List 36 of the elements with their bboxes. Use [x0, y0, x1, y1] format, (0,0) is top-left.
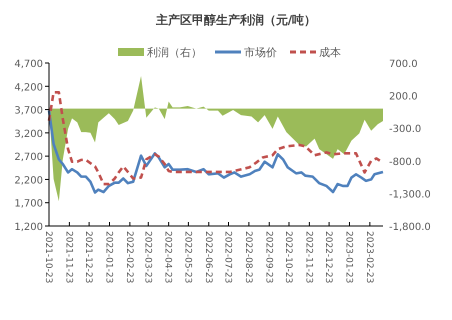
x-tick-label: 2022-10-23: [282, 231, 293, 284]
x-tick-label: 2022-05-23: [182, 231, 192, 284]
y2-tick-label: -800.0: [389, 156, 422, 168]
y-tick-label: 2,200: [14, 175, 43, 186]
y-tick-label: 1,200: [14, 222, 43, 233]
x-tick-label: 2022-06-23: [202, 231, 213, 284]
y-tick-label: 2,700: [14, 152, 43, 164]
x-tick-label: 2022-01-23: [103, 231, 114, 284]
x-tick-label: 2021-12-23: [83, 231, 94, 284]
legend-label: 利润（右）: [147, 46, 202, 59]
legend-label: 市场价: [244, 46, 277, 59]
x-tick-label: 2022-04-23: [162, 231, 173, 284]
x-tick-label: 2023-02-23: [364, 231, 374, 284]
x-tick-label: 2022-07-23: [222, 231, 232, 284]
x-tick-label: 2021-10-23: [43, 231, 53, 284]
y-tick-label: 3,700: [14, 106, 43, 117]
x-tick-label: 2022-02-23: [124, 231, 134, 284]
y2-tick-label: 200.0: [389, 92, 418, 103]
y-tick-label: 4,200: [14, 82, 43, 94]
x-tick-label: 2021-11-23: [63, 231, 74, 284]
y-tick-label: 3,200: [14, 128, 43, 140]
y2-tick-label: -1,800.0: [389, 222, 431, 233]
x-tick-label: 2022-09-23: [263, 231, 274, 284]
x-tick-label: 2022-03-23: [142, 231, 152, 284]
x-tick-label: 2022-08-23: [242, 231, 253, 284]
y2-tick-label: -1,300.0: [389, 189, 431, 200]
x-tick-label: 2022-12-23: [323, 231, 334, 284]
y-tick-label: 4,700: [14, 59, 43, 70]
y2-tick-label: -300.0: [389, 124, 422, 136]
x-tick-label: 2023-01-23: [343, 231, 354, 284]
y-tick-label: 1,700: [14, 198, 43, 210]
chart-title: 主产区甲醇生产利润（元/吨）: [154, 13, 316, 27]
line-series: [48, 109, 384, 194]
y2-tick-label: 700.0: [389, 59, 418, 70]
x-tick-label: 2022-11-23: [303, 231, 314, 284]
legend-label: 成本: [319, 46, 341, 59]
